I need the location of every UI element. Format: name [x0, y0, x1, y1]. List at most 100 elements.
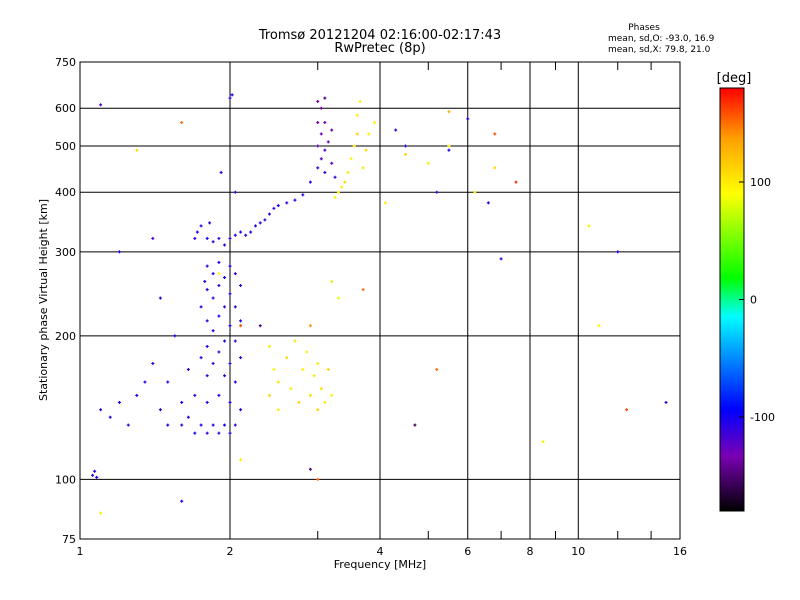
data-point [301, 193, 305, 197]
data-point [541, 440, 545, 444]
data-point [466, 117, 470, 121]
data-point [597, 324, 601, 328]
data-point [330, 161, 334, 165]
data-point [217, 314, 221, 318]
data-point [205, 344, 209, 348]
data-point [205, 264, 209, 268]
data-point [211, 296, 215, 300]
data-point [285, 356, 289, 360]
data-point [293, 198, 297, 202]
data-point [126, 423, 130, 427]
x-tick-label: 6 [464, 545, 471, 558]
data-point [319, 132, 323, 136]
data-point [195, 230, 199, 234]
stats-line-o: mean, sd,O: -93.0, 16.9 [608, 34, 715, 44]
data-point [330, 128, 334, 132]
data-point [211, 272, 215, 276]
x-axis-label: Frequency [MHz] [334, 558, 426, 571]
data-point [239, 230, 243, 234]
data-point [217, 272, 221, 276]
data-point [364, 148, 368, 152]
data-point [199, 305, 203, 309]
data-point [336, 190, 340, 194]
data-point [199, 356, 203, 360]
data-point [91, 473, 95, 477]
data-point [117, 400, 121, 404]
data-point [383, 201, 387, 205]
data-point [205, 319, 209, 323]
data-point [239, 458, 243, 462]
colorbar-tick-label: 0 [750, 294, 757, 307]
x-tick-label: 2 [227, 545, 234, 558]
data-point [233, 339, 237, 343]
data-point [323, 148, 327, 152]
y-tick-label: 400 [55, 186, 76, 199]
data-point [355, 113, 359, 117]
x-tick-label: 10 [571, 545, 585, 558]
data-point [223, 305, 227, 309]
data-point [230, 93, 234, 97]
data-point [435, 367, 439, 371]
data-point [135, 393, 139, 397]
data-point [158, 296, 162, 300]
data-point [447, 148, 451, 152]
data-point [625, 408, 629, 412]
data-point [373, 121, 377, 125]
data-point [205, 288, 209, 292]
data-point [403, 144, 407, 148]
data-point [349, 157, 353, 161]
stats-line-x: mean, sd,X: 79.8, 21.0 [608, 45, 711, 55]
data-point [233, 380, 237, 384]
data-point [493, 166, 497, 170]
data-point [233, 305, 237, 309]
data-point [217, 431, 221, 435]
data-point [95, 475, 99, 479]
data-point [233, 190, 237, 194]
data-point [272, 367, 276, 371]
data-point [297, 400, 301, 404]
data-point [199, 423, 203, 427]
data-point [276, 204, 280, 208]
data-point [253, 224, 257, 228]
data-point [447, 110, 451, 114]
data-point [276, 380, 280, 384]
data-point [394, 128, 398, 132]
data-point [180, 499, 184, 503]
y-axis-ticks: 75 100 200 300 400 500 600 750 [55, 56, 76, 546]
data-point [258, 221, 262, 225]
data-point [203, 279, 207, 283]
stats-heading: Phases [628, 23, 660, 33]
data-point [249, 230, 253, 234]
data-point [316, 408, 320, 412]
data-point [180, 400, 184, 404]
data-point [223, 276, 227, 280]
x-axis-ticks: 1 2 4 6 8 10 16 [77, 62, 687, 558]
y-tick-label: 75 [62, 533, 76, 546]
data-point [239, 324, 243, 328]
data-point [158, 408, 162, 412]
data-point [193, 431, 197, 435]
data-point [228, 324, 232, 328]
y-tick-label: 100 [55, 473, 76, 486]
data-point [355, 132, 359, 136]
data-point [587, 224, 591, 228]
data-point [143, 380, 147, 384]
data-point [267, 393, 271, 397]
data-point [99, 511, 103, 515]
data-point [361, 288, 365, 292]
data-point [99, 408, 103, 412]
data-point [316, 166, 320, 170]
data-point [319, 387, 323, 391]
data-point [208, 221, 212, 225]
data-point [217, 236, 221, 240]
x-tick-label: 1 [77, 545, 84, 558]
data-point [330, 279, 334, 283]
data-point [316, 144, 320, 148]
data-point [219, 170, 223, 174]
data-point [180, 423, 184, 427]
data-point [205, 431, 209, 435]
data-point [217, 350, 221, 354]
data-point [301, 367, 305, 371]
data-point [205, 400, 209, 404]
